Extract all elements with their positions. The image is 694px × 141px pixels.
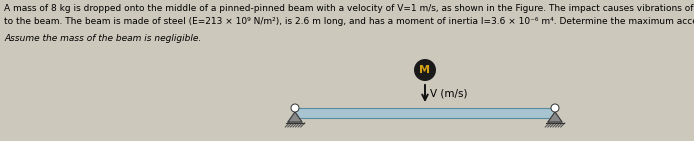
Bar [295, 108, 555, 118]
Circle shape [291, 104, 299, 112]
Text: V (m/s): V (m/s) [430, 89, 468, 99]
Text: A mass of 8 kg is dropped onto the middle of a pinned-pinned beam with a velocit: A mass of 8 kg is dropped onto the middl… [4, 4, 694, 13]
Circle shape [414, 59, 436, 81]
Text: M: M [419, 65, 430, 75]
Circle shape [551, 104, 559, 112]
Polygon shape [548, 112, 562, 122]
Text: Assume the mass of the beam is negligible.: Assume the mass of the beam is negligibl… [4, 34, 201, 43]
Polygon shape [288, 112, 302, 122]
Text: to the beam. The beam is made of steel (E=213 × 10⁹ N/m²), is 2.6 m long, and ha: to the beam. The beam is made of steel (… [4, 17, 694, 26]
